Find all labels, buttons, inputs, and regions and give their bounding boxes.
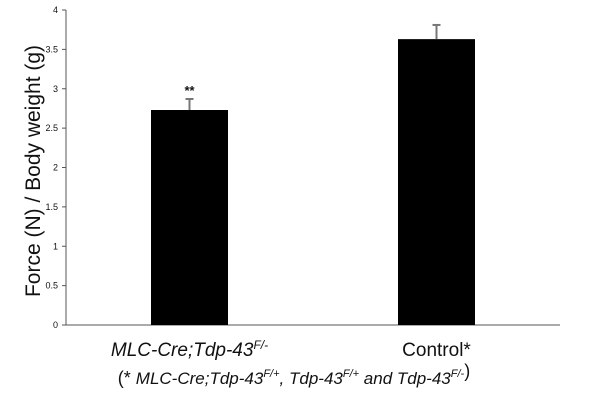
- y-tick-label: 2: [53, 163, 58, 173]
- y-tick-label: 3.5: [45, 44, 58, 54]
- x-axis-labels: MLC-Cre;Tdp-43F/- Control*: [111, 338, 472, 361]
- x-category-label: MLC-Cre;Tdp-43F/-: [111, 338, 268, 361]
- y-axis-ticks: 0 0.5 1 1.5 2 2.5 3 3.5 4: [45, 5, 66, 330]
- y-tick-label: 2.5: [45, 123, 58, 133]
- footnote: (* MLC-Cre;Tdp-43F/+, Tdp-43F/+ and Tdp-…: [118, 361, 470, 388]
- y-axis-title: Force (N) / Body weight (g): [22, 45, 45, 297]
- y-tick-label: 3: [53, 84, 58, 94]
- significance-label: **: [184, 83, 195, 98]
- bar: [151, 110, 228, 325]
- y-tick-label: 4: [53, 5, 58, 15]
- y-tick-label: 0.5: [45, 281, 58, 291]
- y-tick-label: 1: [53, 241, 58, 251]
- bar: [398, 39, 475, 325]
- y-tick-label: 1.5: [45, 202, 58, 212]
- y-tick-label: 0: [53, 320, 58, 330]
- x-category-label: Control*: [402, 340, 471, 361]
- bars: **: [151, 23, 475, 325]
